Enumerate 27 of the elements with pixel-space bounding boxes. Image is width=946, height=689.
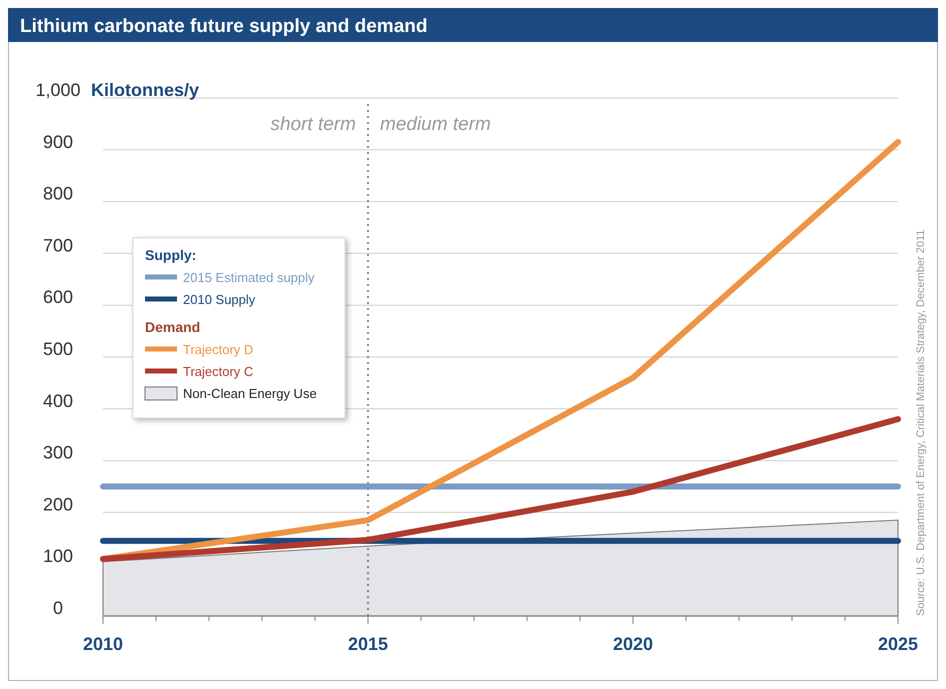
annotation: medium term [380,114,491,135]
legend-label: Trajectory D [183,342,254,357]
y-tick-label: 0 [52,598,64,618]
y-tick-label: 1,000 [35,80,81,100]
source-note: Source: U.S. Department of Energy, Critical Materials Strategy, December 2011 [915,230,927,616]
x-tick-label: 2025 [878,634,918,654]
x-tick-label: 2010 [82,634,124,654]
y-tick-label: 500 [42,339,74,359]
y-tick-label: 600 [42,287,74,308]
legend-label: Non-Clean Energy Use [183,386,317,401]
chart-title: Lithium carbonate future supply and demand [20,16,428,37]
x-tick-label: 2020 [612,634,654,654]
annotation: Demand [145,319,200,335]
y-axis-title: Kilotonnes/y [91,80,200,100]
legend-label: Trajectory C [183,364,254,379]
x-tick-label: 2015 [348,634,388,654]
y-tick-label: 700 [42,235,74,256]
y-tick-label: 800 [42,184,74,204]
legend-label: 2010 Supply [183,292,256,307]
annotation: Supply: [145,247,196,263]
legend-label: 2015 Estimated supply [183,270,316,285]
y-tick-label: 200 [42,494,74,514]
y-tick-label: 100 [42,546,74,566]
y-tick-label: 400 [42,390,74,411]
annotation: short term [270,114,356,135]
y-tick-label: 300 [42,442,74,463]
y-tick-label: 900 [42,132,74,152]
